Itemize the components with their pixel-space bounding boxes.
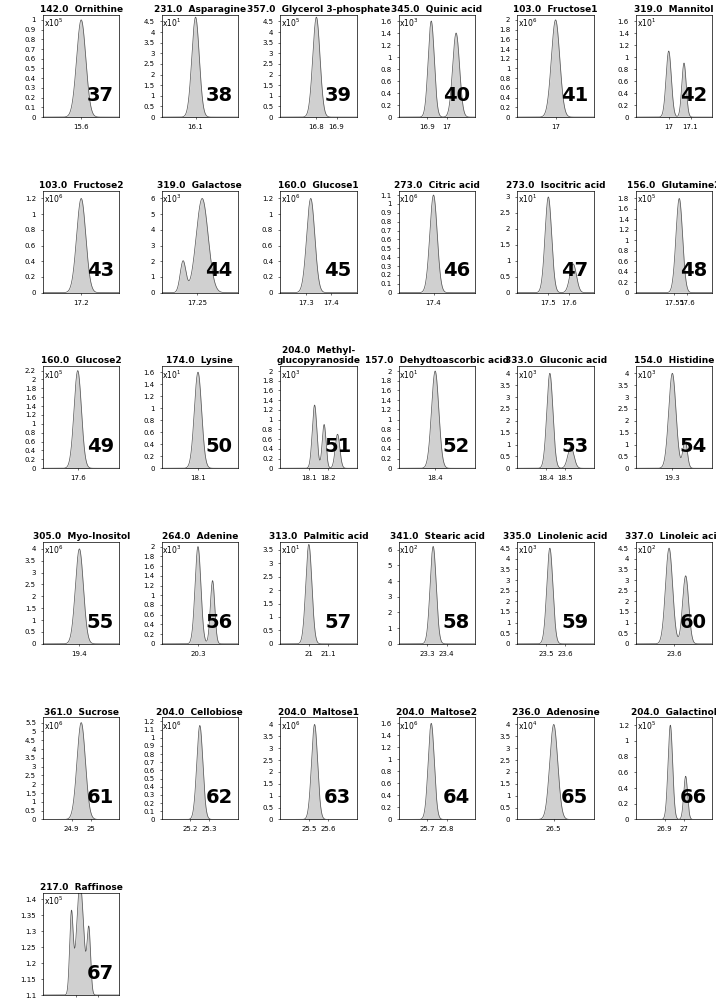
Text: 47: 47: [561, 261, 589, 280]
Text: 63: 63: [324, 788, 352, 807]
Text: x10$^{3}$: x10$^{3}$: [400, 17, 419, 29]
Text: 53: 53: [561, 437, 589, 456]
Text: x10$^{6}$: x10$^{6}$: [281, 193, 300, 205]
Text: x10$^{4}$: x10$^{4}$: [518, 719, 538, 732]
Text: 41: 41: [561, 86, 589, 105]
Title: 319.0  Mannitol: 319.0 Mannitol: [634, 5, 714, 14]
Title: 273.0  Isocitric acid: 273.0 Isocitric acid: [505, 181, 605, 190]
Text: 46: 46: [442, 261, 470, 280]
Title: 174.0  Lysine: 174.0 Lysine: [166, 356, 233, 365]
Title: 204.0  Maltose1: 204.0 Maltose1: [278, 708, 359, 717]
Text: 62: 62: [205, 788, 233, 807]
Text: 52: 52: [442, 437, 470, 456]
Text: x10$^{1}$: x10$^{1}$: [163, 368, 181, 381]
Text: 48: 48: [679, 261, 707, 280]
Text: x10$^{5}$: x10$^{5}$: [281, 17, 300, 29]
Text: 57: 57: [324, 613, 352, 632]
Text: 65: 65: [561, 788, 589, 807]
Text: 64: 64: [442, 788, 470, 807]
Title: 357.0  Glycerol 3-phosphate: 357.0 Glycerol 3-phosphate: [247, 5, 390, 14]
Title: 103.0  Fructose2: 103.0 Fructose2: [39, 181, 123, 190]
Text: x10$^{6}$: x10$^{6}$: [163, 719, 182, 732]
Title: 156.0  Glutamine2: 156.0 Glutamine2: [627, 181, 716, 190]
Text: 50: 50: [205, 437, 233, 456]
Title: 345.0  Quinic acid: 345.0 Quinic acid: [392, 5, 483, 14]
Title: 361.0  Sucrose: 361.0 Sucrose: [44, 708, 119, 717]
Title: 157.0  Dehydtoascorbic acid: 157.0 Dehydtoascorbic acid: [365, 356, 509, 365]
Text: x10$^{3}$: x10$^{3}$: [163, 544, 182, 556]
Text: 45: 45: [324, 261, 352, 280]
Text: 40: 40: [443, 86, 470, 105]
Text: x10$^{6}$: x10$^{6}$: [281, 719, 300, 732]
Title: 236.0  Adenosine: 236.0 Adenosine: [512, 708, 599, 717]
Title: 154.0  Histidine: 154.0 Histidine: [634, 356, 715, 365]
Title: 160.0  Glucose1: 160.0 Glucose1: [278, 181, 359, 190]
Text: 43: 43: [87, 261, 114, 280]
Text: 58: 58: [442, 613, 470, 632]
Text: 54: 54: [679, 437, 707, 456]
Title: 264.0  Adenine: 264.0 Adenine: [162, 532, 238, 541]
Text: x10$^{6}$: x10$^{6}$: [44, 544, 63, 556]
Title: 217.0  Raffinose: 217.0 Raffinose: [40, 883, 122, 892]
Text: 60: 60: [680, 613, 707, 632]
Title: 231.0  Asparagine: 231.0 Asparagine: [154, 5, 246, 14]
Text: x10$^{6}$: x10$^{6}$: [44, 719, 63, 732]
Title: 273.0  Citric acid: 273.0 Citric acid: [394, 181, 480, 190]
Text: x10$^{5}$: x10$^{5}$: [637, 193, 656, 205]
Text: 59: 59: [561, 613, 589, 632]
Text: x10$^{1}$: x10$^{1}$: [400, 368, 419, 381]
Text: 66: 66: [679, 788, 707, 807]
Text: x10$^{3}$: x10$^{3}$: [163, 193, 182, 205]
Text: x10$^{1}$: x10$^{1}$: [163, 17, 181, 29]
Text: 39: 39: [324, 86, 352, 105]
Title: 160.0  Glucose2: 160.0 Glucose2: [41, 356, 122, 365]
Title: 305.0  Myo-Inositol: 305.0 Myo-Inositol: [33, 532, 130, 541]
Text: x10$^{1}$: x10$^{1}$: [518, 193, 537, 205]
Title: 319.0  Galactose: 319.0 Galactose: [158, 181, 242, 190]
Text: 37: 37: [87, 86, 114, 105]
Text: 55: 55: [87, 613, 114, 632]
Text: 42: 42: [679, 86, 707, 105]
Title: 333.0  Gluconic acid: 333.0 Gluconic acid: [505, 356, 606, 365]
Text: x10$^{1}$: x10$^{1}$: [637, 17, 656, 29]
Text: x10$^{3}$: x10$^{3}$: [637, 368, 656, 381]
Text: 44: 44: [205, 261, 233, 280]
Title: 337.0  Linoleic acid: 337.0 Linoleic acid: [625, 532, 716, 541]
Text: x10$^{2}$: x10$^{2}$: [400, 544, 419, 556]
Text: x10$^{5}$: x10$^{5}$: [44, 368, 63, 381]
Text: x10$^{6}$: x10$^{6}$: [518, 17, 538, 29]
Title: 204.0  Methyl-
glucopyranoside: 204.0 Methyl- glucopyranoside: [276, 346, 360, 365]
Title: 103.0  Fructose1: 103.0 Fructose1: [513, 5, 598, 14]
Text: 67: 67: [87, 964, 114, 983]
Title: 204.0  Cellobiose: 204.0 Cellobiose: [156, 708, 243, 717]
Text: 51: 51: [324, 437, 352, 456]
Text: x10$^{3}$: x10$^{3}$: [518, 368, 538, 381]
Title: 204.0  Galactinol: 204.0 Galactinol: [632, 708, 716, 717]
Text: x10$^{1}$: x10$^{1}$: [281, 544, 300, 556]
Text: x10$^{5}$: x10$^{5}$: [637, 719, 656, 732]
Text: x10$^{3}$: x10$^{3}$: [518, 544, 538, 556]
Text: x10$^{6}$: x10$^{6}$: [44, 193, 63, 205]
Title: 335.0  Linolenic acid: 335.0 Linolenic acid: [503, 532, 608, 541]
Text: x10$^{3}$: x10$^{3}$: [281, 368, 300, 381]
Title: 313.0  Palmitic acid: 313.0 Palmitic acid: [268, 532, 368, 541]
Title: 204.0  Maltose2: 204.0 Maltose2: [397, 708, 478, 717]
Text: x10$^{6}$: x10$^{6}$: [400, 193, 419, 205]
Text: x10$^{5}$: x10$^{5}$: [44, 17, 63, 29]
Text: x10$^{2}$: x10$^{2}$: [637, 544, 656, 556]
Text: 56: 56: [205, 613, 233, 632]
Text: 61: 61: [87, 788, 114, 807]
Text: 49: 49: [87, 437, 114, 456]
Text: 38: 38: [205, 86, 233, 105]
Text: x10$^{5}$: x10$^{5}$: [44, 895, 63, 907]
Title: 142.0  Ornithine: 142.0 Ornithine: [39, 5, 122, 14]
Title: 341.0  Stearic acid: 341.0 Stearic acid: [390, 532, 485, 541]
Text: x10$^{6}$: x10$^{6}$: [400, 719, 419, 732]
